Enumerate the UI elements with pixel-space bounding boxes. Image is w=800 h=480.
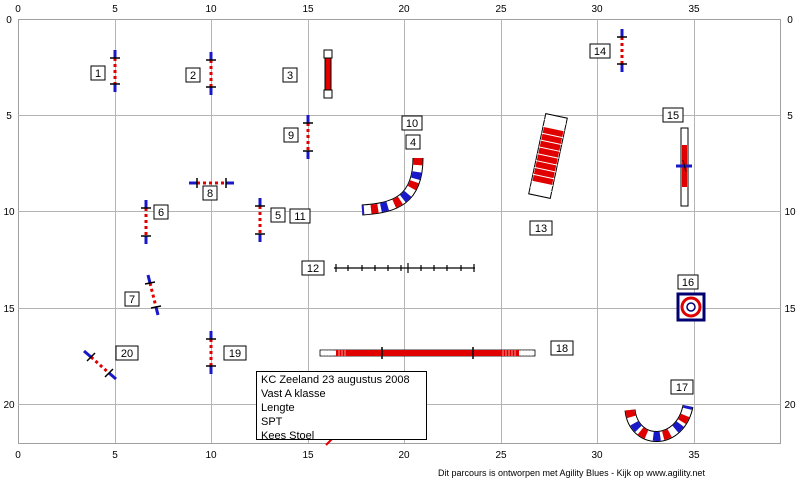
- x-tick-top: 35: [688, 4, 700, 15]
- dogwalk-18: [319, 347, 536, 359]
- svg-text:3: 3: [287, 70, 293, 82]
- label-11: 11: [289, 208, 311, 224]
- y-tick-right: 10: [784, 207, 796, 218]
- event-title: KC Zeeland 23 augustus 2008: [261, 374, 410, 386]
- label-15: 15: [662, 107, 684, 123]
- svg-text:20: 20: [121, 348, 133, 360]
- x-tick-bottom: 35: [688, 450, 700, 461]
- y-tick-left: 10: [3, 207, 15, 218]
- svg-text:10: 10: [406, 118, 418, 130]
- label-1: 1: [90, 65, 106, 81]
- svg-text:1: 1: [95, 68, 101, 80]
- y-tick-right: 15: [784, 304, 796, 315]
- y-tick-right: 0: [787, 15, 793, 26]
- svg-text:6: 6: [158, 207, 164, 219]
- tunnel-13: [528, 113, 568, 199]
- label-13: 13: [529, 220, 553, 236]
- x-tick-top: 25: [495, 4, 507, 15]
- jump-5: [255, 198, 265, 242]
- label-19: 19: [223, 345, 247, 361]
- label-18: 18: [550, 340, 574, 356]
- x-tick-top: 0: [15, 4, 21, 15]
- jump-6: [141, 200, 151, 244]
- class-name: Vast A klasse: [261, 388, 326, 400]
- label-4: 4: [405, 134, 421, 150]
- jump-1: [110, 50, 120, 92]
- y-tick-right: 5: [787, 111, 793, 122]
- x-tick-bottom: 20: [398, 450, 410, 461]
- svg-text:8: 8: [207, 188, 213, 200]
- jump-7: [144, 274, 162, 316]
- curved-tunnel-4: [361, 157, 424, 216]
- x-tick-bottom: 25: [495, 450, 507, 461]
- svg-text:14: 14: [594, 46, 606, 58]
- weave-poles-12: [334, 263, 475, 273]
- curved-tunnel-17: [624, 404, 694, 442]
- label-7: 7: [124, 291, 140, 307]
- svg-text:13: 13: [535, 223, 547, 235]
- svg-text:2: 2: [190, 70, 196, 82]
- label-10: 10: [401, 115, 423, 131]
- svg-text:9: 9: [288, 130, 294, 142]
- svg-text:12: 12: [307, 263, 319, 275]
- x-tick-top: 30: [591, 4, 603, 15]
- jump-9: [303, 115, 313, 159]
- jump-8: [189, 178, 234, 188]
- y-tick-right: 20: [784, 400, 796, 411]
- svg-text:15: 15: [667, 110, 679, 122]
- x-tick-bottom: 30: [591, 450, 603, 461]
- svg-text:5: 5: [275, 210, 281, 222]
- x-tick-top: 10: [205, 4, 217, 15]
- wall-15: [676, 127, 692, 207]
- label-6: 6: [153, 204, 169, 220]
- x-tick-top: 5: [112, 4, 118, 15]
- svg-text:11: 11: [294, 211, 305, 223]
- field-border: [18, 19, 781, 444]
- table-16: [676, 292, 706, 322]
- label-3: 3: [282, 67, 298, 83]
- jump-19: [206, 331, 216, 374]
- x-tick-bottom: 15: [302, 450, 314, 461]
- x-tick-bottom: 5: [112, 450, 118, 461]
- label-14: 14: [589, 43, 611, 59]
- height-category: Lengte: [261, 402, 295, 414]
- label-20: 20: [115, 345, 139, 361]
- label-8: 8: [202, 185, 218, 201]
- svg-text:19: 19: [229, 348, 241, 360]
- label-5: 5: [270, 207, 286, 223]
- label-17: 17: [670, 379, 694, 395]
- footer-credit: Dit parcours is ontworpen met Agility Bl…: [438, 468, 705, 478]
- svg-text:4: 4: [410, 137, 416, 149]
- y-tick-left: 5: [6, 111, 12, 122]
- course-type: SPT: [261, 416, 283, 428]
- obstacle-3: [323, 49, 333, 99]
- label-16: 16: [677, 274, 699, 290]
- svg-text:16: 16: [682, 277, 694, 289]
- x-tick-top: 15: [302, 4, 314, 15]
- y-tick-left: 15: [3, 304, 15, 315]
- course-info-box: KC Zeeland 23 augustus 2008 Vast A klass…: [256, 371, 427, 442]
- judge-name: Kees Stoel: [261, 430, 315, 442]
- y-tick-left: 0: [6, 15, 12, 26]
- svg-text:7: 7: [129, 294, 135, 306]
- y-tick-left: 20: [3, 400, 15, 411]
- label-12: 12: [301, 260, 325, 276]
- jump-20: [83, 349, 117, 381]
- svg-text:18: 18: [556, 343, 568, 355]
- svg-text:17: 17: [676, 382, 688, 394]
- x-tick-bottom: 0: [15, 450, 21, 461]
- jump-2: [206, 52, 216, 95]
- x-tick-top: 20: [398, 4, 410, 15]
- jump-14: [617, 29, 627, 72]
- label-2: 2: [185, 67, 201, 83]
- label-9: 9: [283, 127, 299, 143]
- x-tick-bottom: 10: [205, 450, 217, 461]
